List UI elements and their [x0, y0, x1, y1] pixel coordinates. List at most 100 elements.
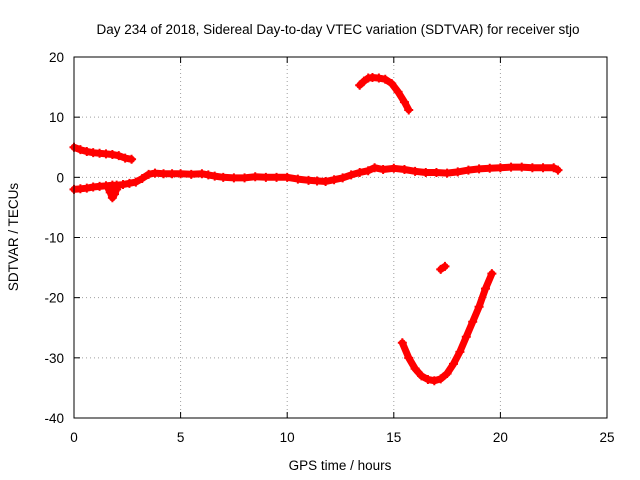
x-tick-label: 0 — [70, 430, 78, 445]
series-main — [69, 162, 563, 194]
data-point — [485, 163, 495, 173]
y-tick-label: 10 — [49, 110, 64, 125]
data-point — [506, 162, 516, 172]
data-point — [176, 169, 186, 179]
data-point — [150, 168, 160, 178]
data-point — [338, 173, 348, 183]
x-tick-label: 10 — [280, 430, 295, 445]
data-point — [282, 172, 292, 182]
data-point — [197, 169, 207, 179]
x-tick-label: 20 — [493, 430, 508, 445]
y-tick-label: -20 — [44, 291, 64, 306]
data-point — [304, 175, 314, 185]
data-point — [112, 184, 122, 194]
data-point — [261, 172, 271, 182]
data-point — [218, 172, 228, 182]
data-series — [69, 72, 563, 386]
data-point — [250, 172, 260, 182]
y-tick-label: -40 — [44, 411, 64, 426]
data-point — [144, 169, 154, 179]
x-tick-label: 5 — [177, 430, 185, 445]
data-point — [399, 165, 409, 175]
data-point — [82, 146, 92, 156]
grid — [74, 57, 607, 418]
data-point — [107, 149, 117, 159]
x-tick-label: 25 — [599, 430, 614, 445]
y-axis-label: SDTVAR / TECUs — [6, 183, 21, 292]
data-point — [355, 168, 365, 178]
data-point — [118, 180, 128, 190]
data-point — [167, 169, 177, 179]
data-point — [374, 73, 384, 83]
data-point — [474, 302, 484, 312]
data-point — [461, 332, 471, 342]
data-point — [517, 162, 527, 172]
data-point — [397, 338, 407, 348]
data-point — [210, 171, 220, 181]
data-point — [272, 172, 282, 182]
data-point — [453, 167, 463, 177]
data-point — [203, 170, 213, 180]
data-point — [370, 163, 380, 173]
data-point — [538, 163, 548, 173]
data-point — [186, 169, 196, 179]
data-point — [436, 374, 446, 384]
data-point — [431, 168, 441, 178]
series-trace — [356, 74, 413, 114]
series-upper-start — [69, 142, 137, 164]
data-point — [553, 165, 563, 175]
data-point — [399, 97, 409, 107]
data-point — [137, 174, 147, 184]
data-point — [393, 87, 403, 97]
chart-title: Day 234 of 2018, Sidereal Day-to-day VTE… — [97, 22, 580, 37]
data-point — [487, 269, 497, 279]
data-point — [82, 183, 92, 193]
data-point — [355, 80, 365, 90]
data-point — [404, 353, 414, 363]
data-point — [159, 169, 169, 179]
data-point — [410, 364, 420, 374]
plot-frame — [73, 56, 608, 419]
series-arc-low — [397, 269, 497, 386]
data-point — [114, 151, 124, 161]
data-point — [527, 163, 537, 173]
series-isolated — [436, 261, 450, 274]
data-point — [404, 105, 414, 115]
data-point — [442, 368, 452, 378]
y-tick-label: 0 — [56, 170, 64, 185]
data-point — [421, 168, 431, 178]
data-point — [378, 165, 388, 175]
data-point — [448, 359, 458, 369]
data-point — [127, 154, 137, 164]
data-point — [240, 173, 250, 183]
data-point — [321, 177, 331, 187]
y-tick-label: -10 — [44, 231, 64, 246]
data-point — [131, 177, 141, 187]
y-tick-label: 20 — [49, 50, 64, 65]
x-tick-label: 15 — [386, 430, 401, 445]
data-point — [124, 178, 134, 188]
x-axis-label: GPS time / hours — [289, 458, 392, 473]
data-point — [463, 165, 473, 175]
axis-ticks: 0 5 10 15 20 25 -40 -30 -20 -10 0 10 20 — [44, 50, 614, 445]
data-point — [110, 189, 120, 199]
data-point — [346, 170, 356, 180]
y-tick-label: -30 — [44, 351, 64, 366]
data-point — [105, 187, 115, 197]
data-point — [229, 173, 239, 183]
data-point — [387, 78, 397, 88]
data-point — [363, 166, 373, 176]
data-point — [429, 376, 439, 386]
data-point — [480, 284, 490, 294]
data-point — [410, 166, 420, 176]
data-point — [468, 317, 478, 327]
data-point — [312, 176, 322, 186]
data-point — [440, 261, 450, 271]
data-point — [293, 174, 303, 184]
data-point — [423, 374, 433, 384]
data-point — [442, 168, 452, 178]
data-point — [495, 163, 505, 173]
series-dip-near-2h — [103, 183, 122, 203]
data-point — [474, 164, 484, 174]
